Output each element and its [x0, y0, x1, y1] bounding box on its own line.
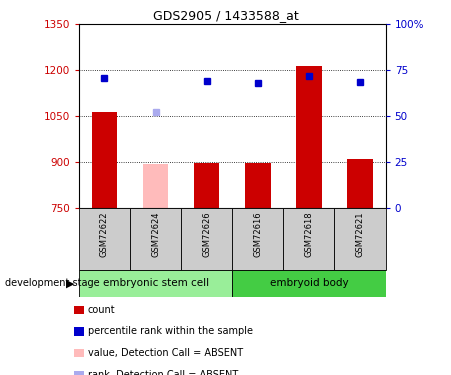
Text: ▶: ▶	[66, 279, 74, 288]
Bar	[181, 208, 232, 270]
Text: GSM72621: GSM72621	[355, 211, 364, 257]
Bar	[79, 208, 130, 270]
Bar	[245, 163, 271, 208]
Bar	[130, 208, 181, 270]
Bar	[232, 270, 386, 297]
Bar	[283, 208, 335, 270]
Text: count: count	[88, 305, 115, 315]
Bar	[92, 112, 117, 208]
Text: GSM72622: GSM72622	[100, 211, 109, 257]
Text: development stage: development stage	[5, 279, 99, 288]
Bar	[296, 66, 322, 208]
Text: GSM72618: GSM72618	[304, 211, 313, 257]
Bar	[79, 270, 232, 297]
Text: embryoid body: embryoid body	[270, 279, 348, 288]
Text: rank, Detection Call = ABSENT: rank, Detection Call = ABSENT	[88, 370, 238, 375]
Text: GDS2905 / 1433588_at: GDS2905 / 1433588_at	[152, 9, 299, 22]
Text: embryonic stem cell: embryonic stem cell	[102, 279, 209, 288]
Bar	[335, 208, 386, 270]
Text: GSM72616: GSM72616	[253, 211, 262, 257]
Bar	[347, 159, 373, 208]
Bar	[143, 164, 168, 208]
Text: GSM72624: GSM72624	[151, 211, 160, 257]
Bar	[232, 208, 283, 270]
Text: value, Detection Call = ABSENT: value, Detection Call = ABSENT	[88, 348, 243, 358]
Text: percentile rank within the sample: percentile rank within the sample	[88, 327, 253, 336]
Bar	[194, 163, 220, 208]
Text: GSM72626: GSM72626	[202, 211, 211, 257]
